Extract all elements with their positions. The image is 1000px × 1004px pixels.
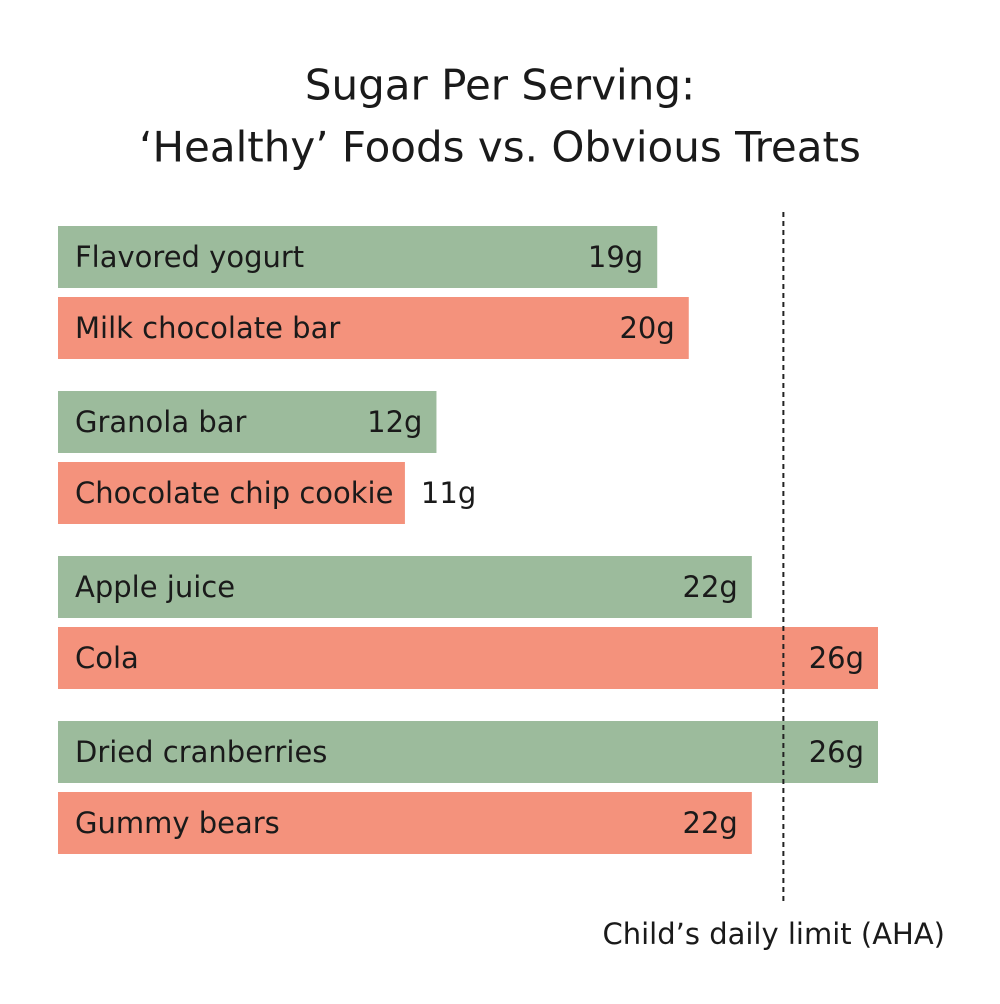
bar [58,391,437,453]
value-label: 26g [809,641,864,675]
category-label: Cola [75,641,139,675]
category-label: Flavored yogurt [75,240,304,274]
value-label: 12g [367,405,422,439]
value-label: 22g [683,806,738,840]
bar [58,297,689,359]
value-label: 11g [421,476,476,510]
value-label: 26g [809,735,864,769]
bar [58,627,878,689]
category-label: Milk chocolate bar [75,311,340,345]
bar [58,792,752,854]
bar [58,721,878,783]
category-label: Chocolate chip cookie [75,476,393,510]
value-label: 19g [588,240,643,274]
bar [58,556,752,618]
value-label: 20g [619,311,674,345]
chart-title: Sugar Per Serving: [305,61,695,110]
reference-label: Child’s daily limit (AHA) [603,917,946,951]
category-label: Gummy bears [75,806,280,840]
bar [58,226,658,288]
value-label: 22g [683,570,738,604]
category-label: Dried cranberries [75,735,327,769]
bar [58,462,405,524]
category-label: Granola bar [75,405,247,439]
chart-title: ‘Healthy’ Foods vs. Obvious Treats [139,123,861,172]
category-label: Apple juice [75,570,235,604]
